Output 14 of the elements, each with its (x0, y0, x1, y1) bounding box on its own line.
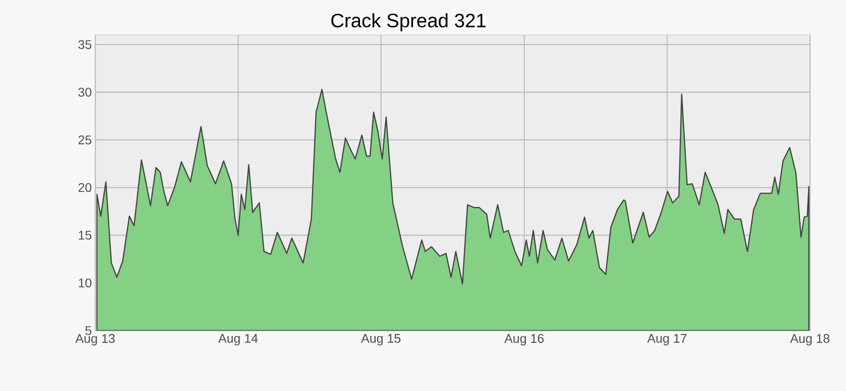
y-tick-label: 10 (78, 278, 92, 288)
y-tick-label: 20 (78, 183, 92, 192)
y-tick-label: 30 (78, 88, 92, 97)
x-tick-label: Aug 17 (647, 334, 686, 346)
y-tick-label: 35 (78, 40, 92, 50)
x-tick-label: Aug 16 (504, 334, 544, 346)
x-tick-label: Aug 13 (75, 334, 115, 346)
y-tick-label: 5 (85, 326, 92, 336)
y-tick-label: 15 (78, 230, 92, 240)
y-tick-label: 25 (78, 135, 92, 144)
x-tick-label: Aug 15 (361, 334, 400, 346)
x-tick-label: Aug 14 (218, 334, 258, 346)
x-tick-label: Aug 18 (790, 334, 830, 346)
chart-title: Crack Spread 321 (331, 13, 486, 32)
